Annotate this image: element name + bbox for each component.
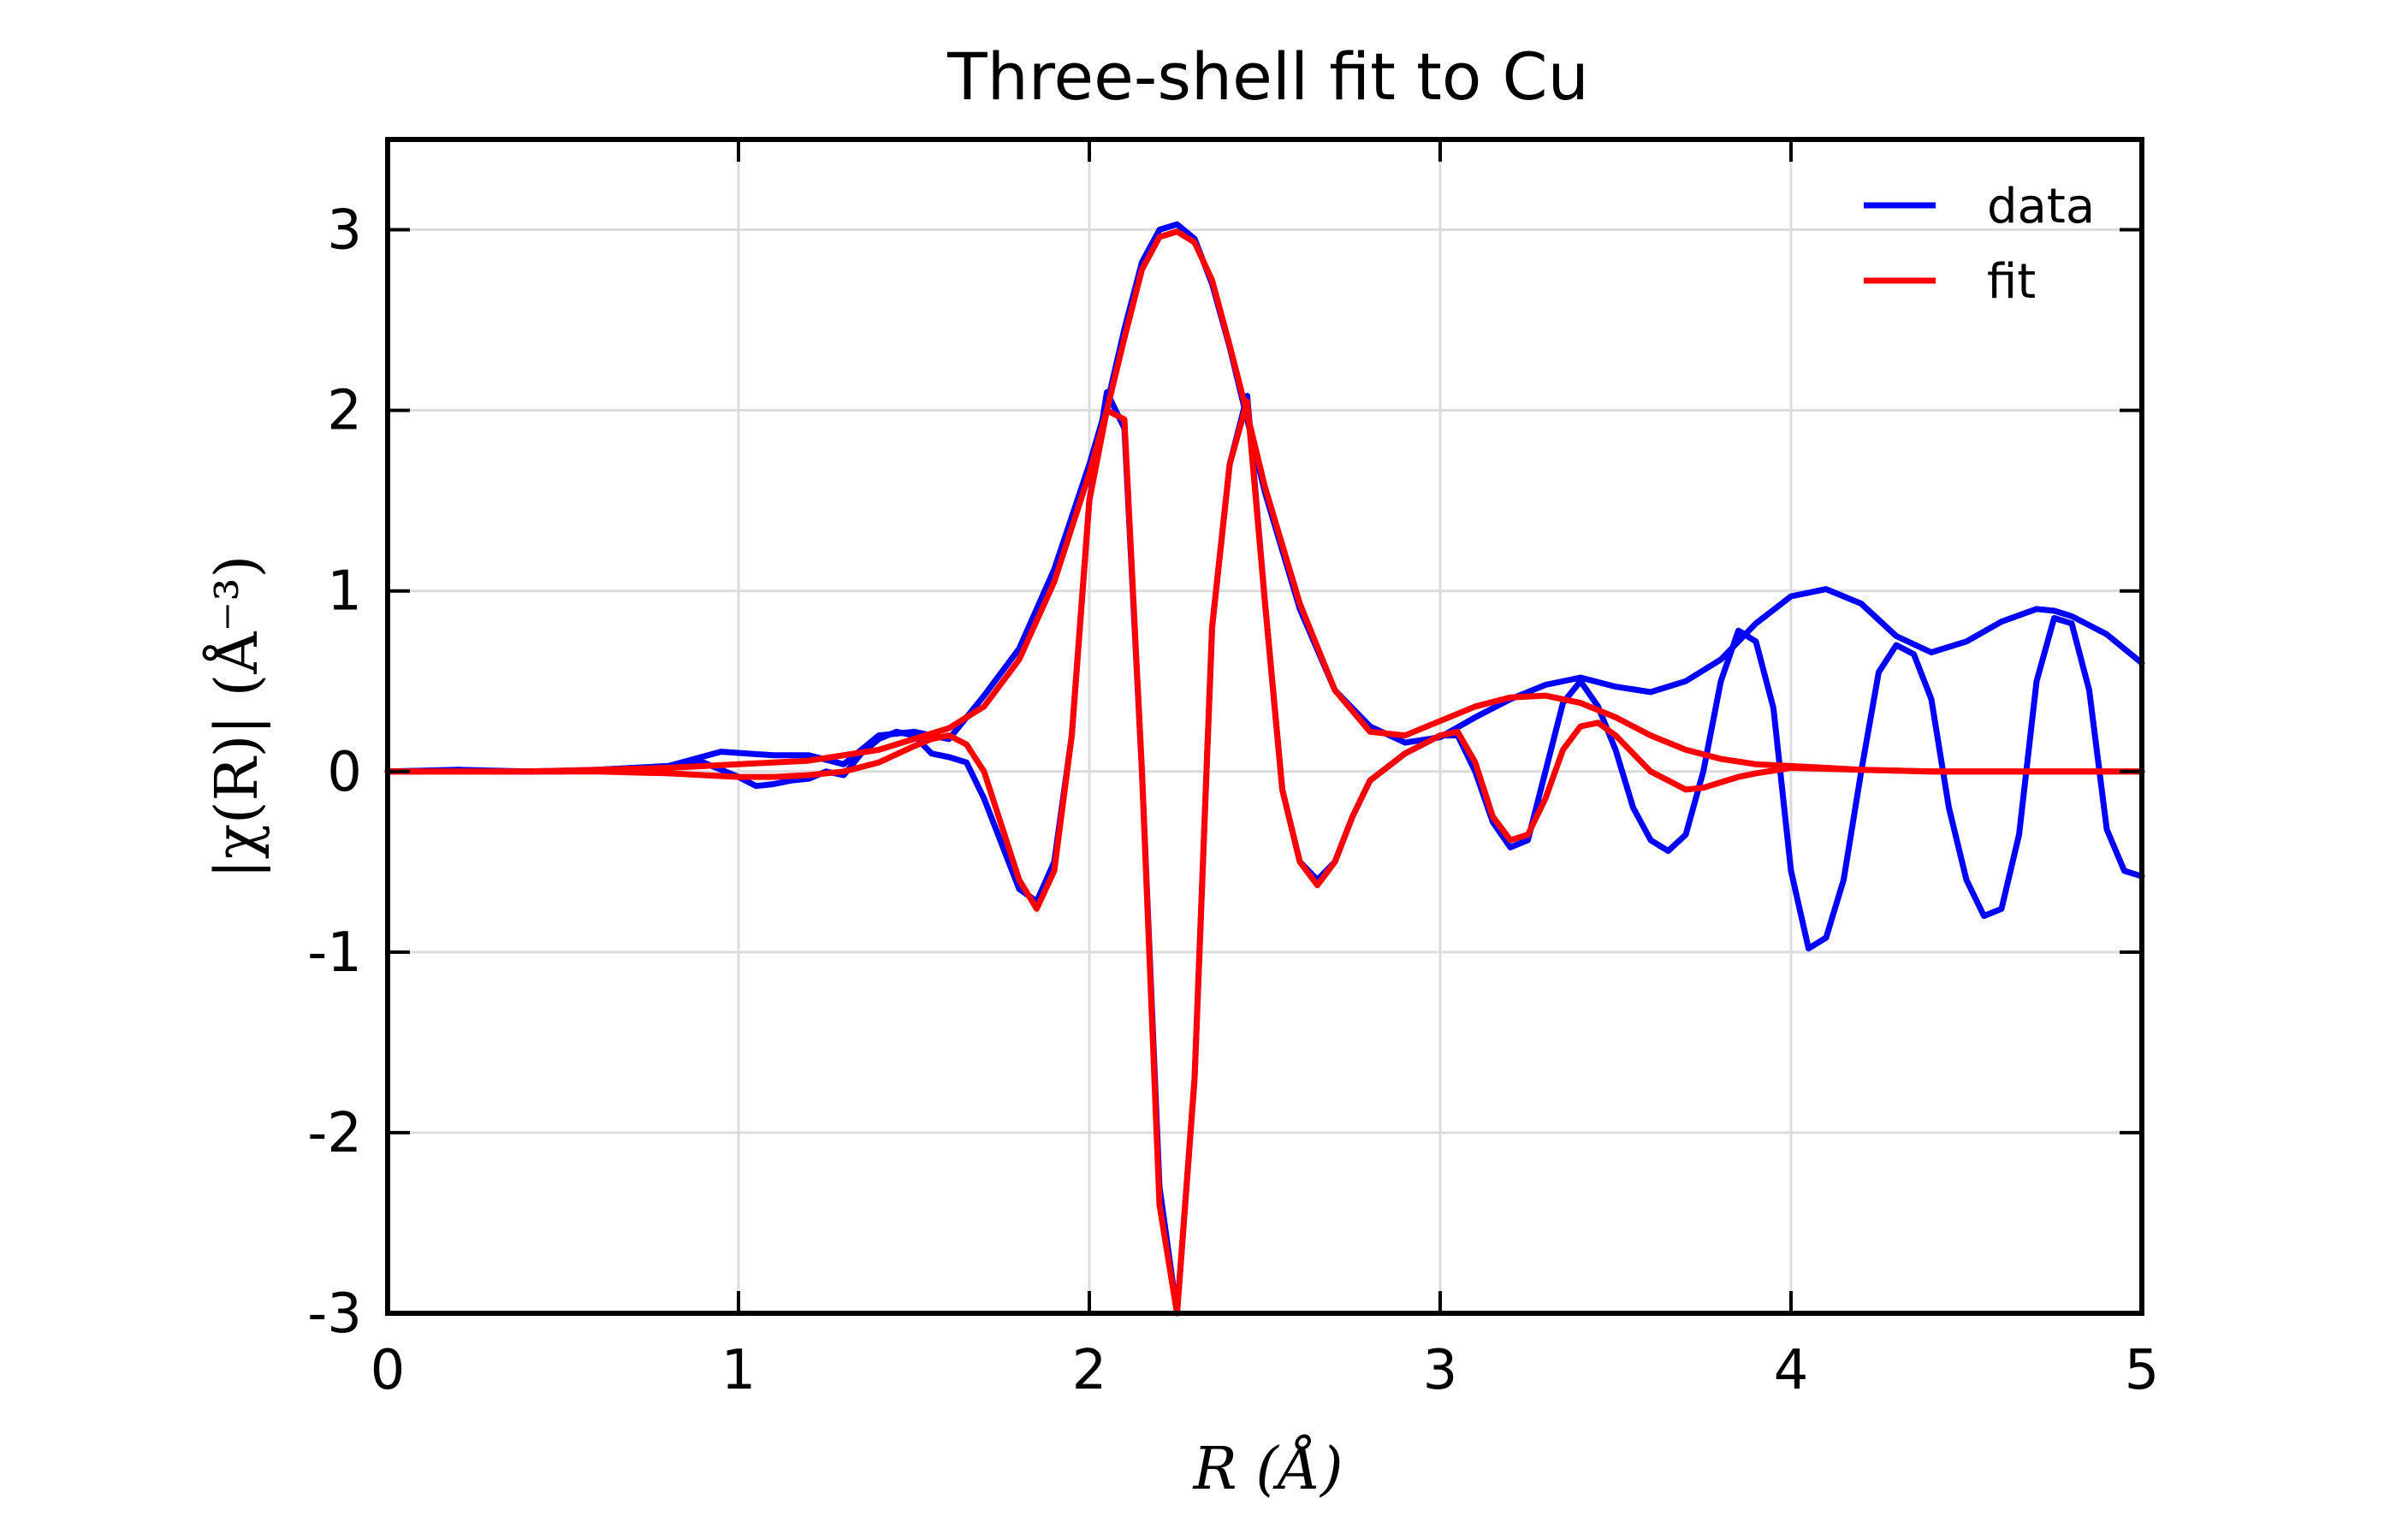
x-tick-label: 4 [1774,1339,1809,1402]
x-tick-label: 2 [1072,1339,1107,1402]
x-tick-label: 0 [371,1339,406,1402]
x-axis-label: R (Å) [1192,1435,1343,1503]
y-tick-label: -3 [307,1282,362,1346]
x-tick-label: 5 [2125,1339,2160,1402]
plot-series [384,221,2145,1317]
y-tick-label: -2 [307,1102,362,1165]
chart-title: Three-shell fit to Cu [946,38,1589,115]
legend-label-data: data [1987,179,2095,234]
y-tick-label: 2 [327,380,362,443]
y-tick-label: 3 [327,199,362,263]
y-tick-label: -1 [307,921,362,985]
plot-frame [385,137,2144,1316]
y-axis-label: |χ(R)| (Å⁻³) [203,555,271,879]
x-tick-label: 3 [1423,1339,1458,1402]
y-tick-label: 1 [327,560,362,624]
legend-label-fit: fit [1987,254,2036,310]
y-tick-label: 0 [327,741,362,804]
axis-ticks: 0 1 2 3 4 5 -3 -2 -1 0 1 2 3 [307,139,2159,1402]
legend: data fit [1864,179,2095,310]
x-tick-label: 1 [721,1339,756,1402]
series-fit-real-part [384,398,2145,1317]
